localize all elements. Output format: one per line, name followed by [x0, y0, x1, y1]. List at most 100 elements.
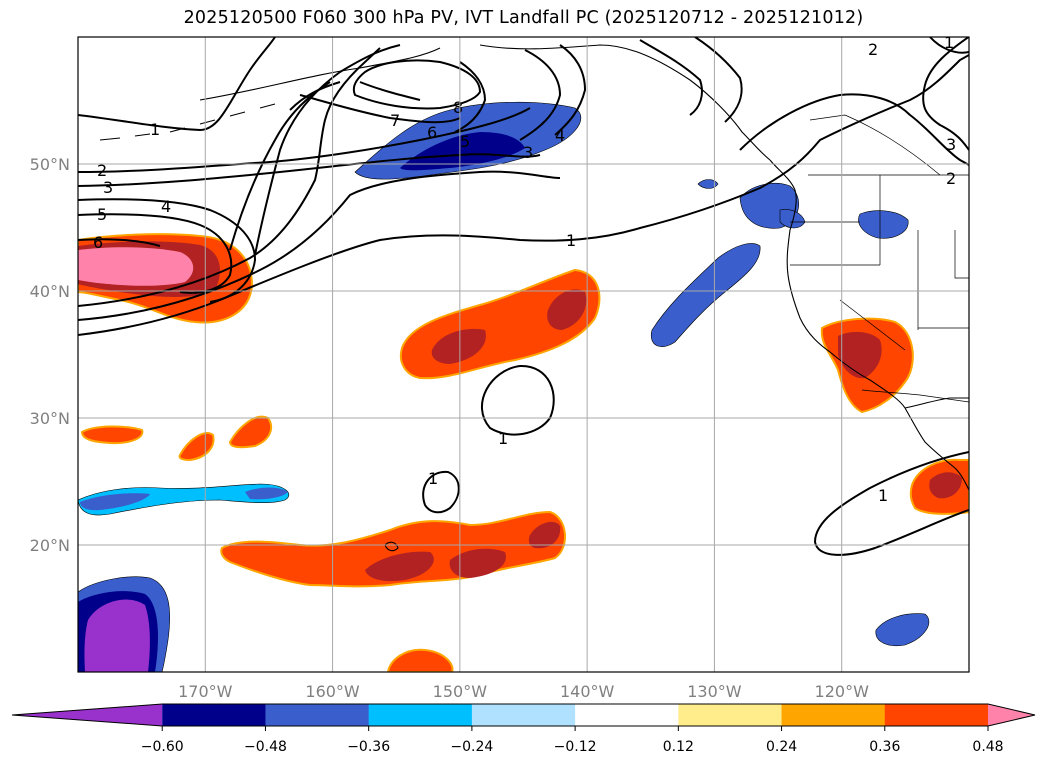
contour-label: 1: [150, 120, 160, 139]
ivt-shading: [78, 101, 969, 672]
anomaly-neg-gulf-inner: [400, 132, 525, 171]
contour-label: 3: [946, 135, 956, 154]
anomaly-pos-central-core2: [547, 289, 587, 330]
contour-label: 1: [878, 486, 888, 505]
pv-contour-1-upper: [929, 37, 969, 54]
political-borders: [790, 114, 969, 403]
colorbar-tick-label: −0.48: [244, 739, 287, 755]
pv-contours: [78, 37, 969, 556]
colorbar-tick-label: −0.60: [141, 739, 184, 755]
anomaly-pos-hawaii-core3: [528, 521, 561, 549]
colorbar-tick-label: 0.48: [972, 739, 1003, 755]
x-tick-label: 160°W: [305, 682, 360, 701]
colorbar-tick-label: −0.36: [347, 739, 390, 755]
anomaly-neg-coast-band: [650, 243, 761, 347]
colorbar-segment: [884, 704, 989, 726]
anomaly-pos-hawaii-core2: [449, 548, 506, 578]
contour-label: 2: [97, 161, 107, 180]
contour-label: 1: [944, 33, 954, 52]
anomaly-neg-bc-small: [697, 179, 719, 189]
contour-label: 2: [946, 169, 956, 188]
coastline-alaska: [199, 44, 771, 161]
coastline-hawaii: [384, 541, 399, 552]
pv-contour-6: [78, 61, 487, 247]
contour-label: 3: [523, 143, 533, 162]
anomaly-pos-west-core: [78, 247, 194, 286]
coastlines: [99, 44, 969, 552]
colorbar-tick-label: 0.12: [663, 739, 694, 755]
chart-title: 2025120500 F060 300 hPa PV, IVT Landfall…: [183, 8, 864, 28]
coastline-aleutians: [99, 103, 276, 141]
coastline-baja: [904, 397, 969, 491]
anomaly-pos-patch-2: [178, 432, 215, 462]
contour-label: 7: [390, 111, 400, 130]
colorbar-segment: [162, 704, 266, 726]
colorbar-tick-label: −0.12: [554, 739, 597, 755]
y-axis-ticks: 50°N 40°N 30°N 20°N: [30, 155, 70, 555]
x-tick-label: 130°W: [687, 682, 742, 701]
colorbar-segment: [781, 704, 886, 726]
colorbar-tick-label: 0.24: [766, 739, 797, 755]
contour-label: 4: [161, 197, 171, 216]
contour-label: 4: [555, 126, 565, 145]
colorbar-segment: [575, 704, 679, 726]
y-tick-label: 40°N: [30, 282, 70, 301]
contour-label: 1: [428, 469, 438, 488]
contour-label: 5: [97, 205, 107, 224]
coastline-bc: [769, 159, 797, 231]
border-states: [790, 114, 969, 351]
contour-label: 1: [566, 231, 576, 250]
colorbar-tick-label: −0.24: [450, 739, 493, 755]
anomaly-neg-wa: [779, 209, 806, 229]
contour-label: 6: [93, 233, 103, 252]
contour-label: 5: [460, 132, 470, 151]
anomaly-neg-subtropic-inner2: [245, 487, 288, 500]
pv-contour-4: [78, 44, 587, 303]
pv-contour-1-southeast: [813, 451, 969, 556]
contour-label: 2: [868, 40, 878, 59]
pv-contour-1-main: [78, 37, 969, 336]
anomaly-neg-sw-core: [84, 599, 150, 672]
pv-contour-labels: 1 1 1 1 1 1 2 2 2 3 3 3 4 4 5 5 6 6 7 8: [93, 33, 956, 505]
colorbar-segment: [265, 704, 370, 726]
y-tick-label: 30°N: [30, 409, 70, 428]
y-tick-label: 20°N: [30, 536, 70, 555]
y-tick-label: 50°N: [30, 155, 70, 174]
colorbar-segment: [368, 704, 473, 726]
anomaly-pos-patch-1: [80, 425, 144, 445]
anomaly-pos-south: [386, 648, 454, 672]
colorbar-extend-low: [12, 704, 163, 726]
contour-label: 1: [498, 429, 508, 448]
pv-contour-7: [299, 81, 461, 124]
anomaly-pos-patch-3: [228, 415, 273, 449]
anomaly-neg-idaho: [858, 210, 909, 239]
colorbar-segment: [678, 704, 783, 726]
colorbar-extend-high: [988, 704, 1035, 726]
anomaly-pos-central-core1: [431, 328, 486, 364]
contour-label: 8: [453, 98, 463, 117]
anomaly-neg-mexico: [875, 613, 930, 647]
contour-label: 6: [427, 123, 437, 142]
pv-contour-1-loop2: [422, 470, 460, 514]
anomaly-pos-baja-core: [929, 472, 962, 499]
x-tick-label: 140°W: [560, 682, 615, 701]
map-frame: [77, 36, 970, 673]
pv-contour-1-loop1: [480, 364, 555, 436]
colorbar-tick-label: 0.36: [869, 739, 900, 755]
gridlines: [78, 37, 969, 672]
anomaly-neg-subtropic-inner: [80, 493, 150, 511]
border-us-mexico: [861, 389, 969, 403]
pv-contour-8: [352, 59, 482, 110]
contour-label: 3: [103, 178, 113, 197]
x-tick-label: 170°W: [178, 682, 233, 701]
anomaly-neg-subtropic-outer: [78, 483, 290, 516]
x-tick-label: 120°W: [815, 682, 870, 701]
pv-contour-5: [78, 49, 562, 294]
pv-contour-2: [78, 37, 969, 321]
colorbar-segment: [471, 704, 576, 726]
anomaly-pos-hawaii-core1: [365, 551, 434, 582]
x-axis-ticks: 170°W 160°W 150°W 140°W 130°W 120°W: [178, 682, 869, 701]
coastline-west-us: [786, 229, 906, 409]
x-tick-label: 150°W: [433, 682, 488, 701]
